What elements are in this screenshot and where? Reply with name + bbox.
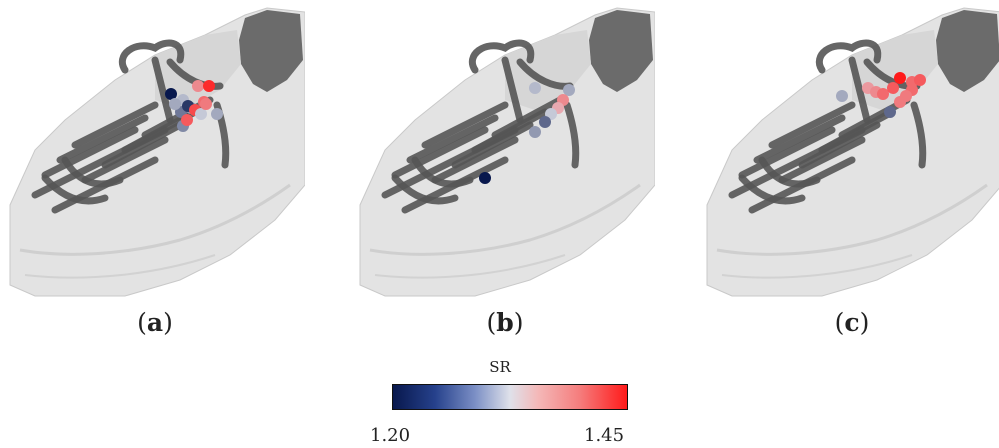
sensor-marker-c-6 bbox=[894, 72, 906, 84]
shoe-image-c bbox=[706, 7, 999, 297]
shoe-drawing bbox=[706, 7, 999, 297]
sensor-marker-a-14 bbox=[200, 98, 212, 110]
sensor-marker-a-1 bbox=[165, 88, 177, 100]
sensor-marker-c-8 bbox=[914, 74, 926, 86]
shoe-image-a bbox=[9, 7, 305, 297]
panel-a bbox=[5, 0, 305, 300]
sensor-marker-c-11 bbox=[894, 96, 906, 108]
sensor-marker-b-2 bbox=[563, 84, 575, 96]
sensor-marker-c-4 bbox=[877, 88, 889, 100]
caption-b: (b) bbox=[486, 308, 524, 337]
colorbar-max-label: 1.45 bbox=[584, 425, 625, 446]
sensor-marker-c-1 bbox=[836, 90, 848, 102]
sensor-marker-b-8 bbox=[479, 172, 491, 184]
sensor-marker-b-6 bbox=[539, 116, 551, 128]
sensor-marker-b-1 bbox=[529, 82, 541, 94]
sensor-marker-a-4 bbox=[203, 80, 215, 92]
panel-b bbox=[355, 0, 655, 300]
sensor-marker-a-12 bbox=[181, 114, 193, 126]
sensor-marker-a-15 bbox=[211, 108, 223, 120]
sensor-marker-b-7 bbox=[529, 126, 541, 138]
colorbar-title: SR bbox=[489, 358, 511, 376]
caption-a: (a) bbox=[137, 308, 173, 337]
sensor-marker-c-5 bbox=[887, 82, 899, 94]
panel-c bbox=[702, 0, 999, 300]
shoe-drawing bbox=[359, 7, 655, 297]
colorbar bbox=[392, 384, 628, 410]
caption-c: (c) bbox=[834, 308, 870, 337]
shoe-drawing bbox=[9, 7, 305, 297]
colorbar-min-label: 1.20 bbox=[370, 425, 411, 446]
sensor-marker-c-12 bbox=[884, 106, 896, 118]
sensor-marker-a-13 bbox=[195, 108, 207, 120]
shoe-image-b bbox=[359, 7, 655, 297]
sensor-marker-a-10 bbox=[169, 98, 181, 110]
sensor-marker-a-3 bbox=[192, 80, 204, 92]
